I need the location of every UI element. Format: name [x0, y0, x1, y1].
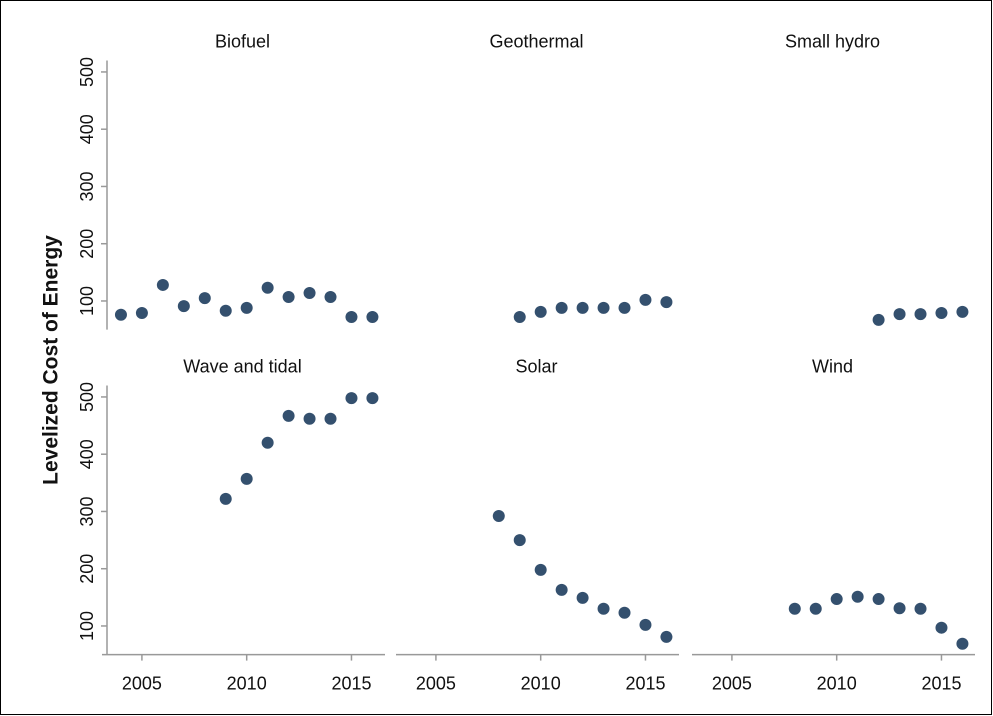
point: [555, 583, 568, 596]
point: [156, 278, 169, 291]
x-tick-label: 2015: [331, 673, 371, 693]
point: [555, 301, 568, 314]
point: [240, 301, 253, 314]
point: [534, 563, 547, 576]
point: [324, 412, 337, 425]
point: [240, 472, 253, 485]
y-tick-label: 200: [77, 554, 97, 584]
panel-title: Small hydro: [785, 31, 880, 51]
x-tick-label: 2005: [416, 673, 456, 693]
point: [872, 313, 885, 326]
point: [282, 409, 295, 422]
point: [809, 602, 822, 615]
point: [956, 637, 969, 650]
y-tick-label: 300: [77, 496, 97, 526]
y-tick-label: 500: [77, 57, 97, 87]
point: [492, 510, 505, 523]
point: [618, 301, 631, 314]
point: [597, 602, 610, 615]
point: [324, 290, 337, 303]
point: [513, 534, 526, 547]
point: [576, 591, 589, 604]
point: [914, 602, 927, 615]
panel-title: Solar: [515, 356, 557, 376]
point: [851, 590, 864, 603]
y-axis-label: Levelized Cost of Energy: [40, 235, 63, 485]
point: [576, 301, 589, 314]
x-tick-label: 2005: [712, 673, 752, 693]
x-tick-label: 2015: [625, 673, 665, 693]
point: [177, 300, 190, 313]
point: [660, 630, 673, 643]
point: [303, 286, 316, 299]
point: [114, 308, 127, 321]
point: [135, 306, 148, 319]
panel-title: Wind: [812, 356, 853, 376]
point: [788, 602, 801, 615]
point: [261, 436, 274, 449]
y-tick-label: 300: [77, 171, 97, 201]
x-tick-label: 2010: [521, 673, 561, 693]
point: [219, 492, 232, 505]
x-tick-label: 2010: [817, 673, 857, 693]
point: [303, 412, 316, 425]
y-tick-label: 400: [77, 439, 97, 469]
y-tick-label: 100: [77, 611, 97, 641]
point: [639, 618, 652, 631]
point: [914, 308, 927, 321]
panel-title: Geothermal: [489, 31, 583, 51]
point: [830, 593, 843, 606]
panel-title: Biofuel: [215, 31, 270, 51]
point: [893, 602, 906, 615]
x-tick-label: 2010: [227, 673, 267, 693]
point: [366, 392, 379, 405]
point: [534, 305, 547, 318]
point: [956, 305, 969, 318]
x-tick-label: 2005: [122, 673, 162, 693]
point: [660, 296, 673, 309]
point: [198, 292, 211, 305]
y-tick-label: 400: [77, 114, 97, 144]
x-tick-label: 2015: [921, 673, 961, 693]
y-tick-label: 200: [77, 229, 97, 259]
point: [261, 281, 274, 294]
point: [639, 293, 652, 306]
panel-title: Wave and tidal: [183, 356, 301, 376]
point: [935, 306, 948, 319]
y-tick-label: 100: [77, 286, 97, 316]
point: [597, 301, 610, 314]
point: [893, 308, 906, 321]
point: [219, 304, 232, 317]
point: [935, 621, 948, 634]
point: [618, 606, 631, 619]
point: [345, 392, 358, 405]
point: [872, 593, 885, 606]
point: [513, 311, 526, 324]
point: [366, 311, 379, 324]
y-tick-label: 500: [77, 382, 97, 412]
point: [345, 311, 358, 324]
point: [282, 290, 295, 303]
